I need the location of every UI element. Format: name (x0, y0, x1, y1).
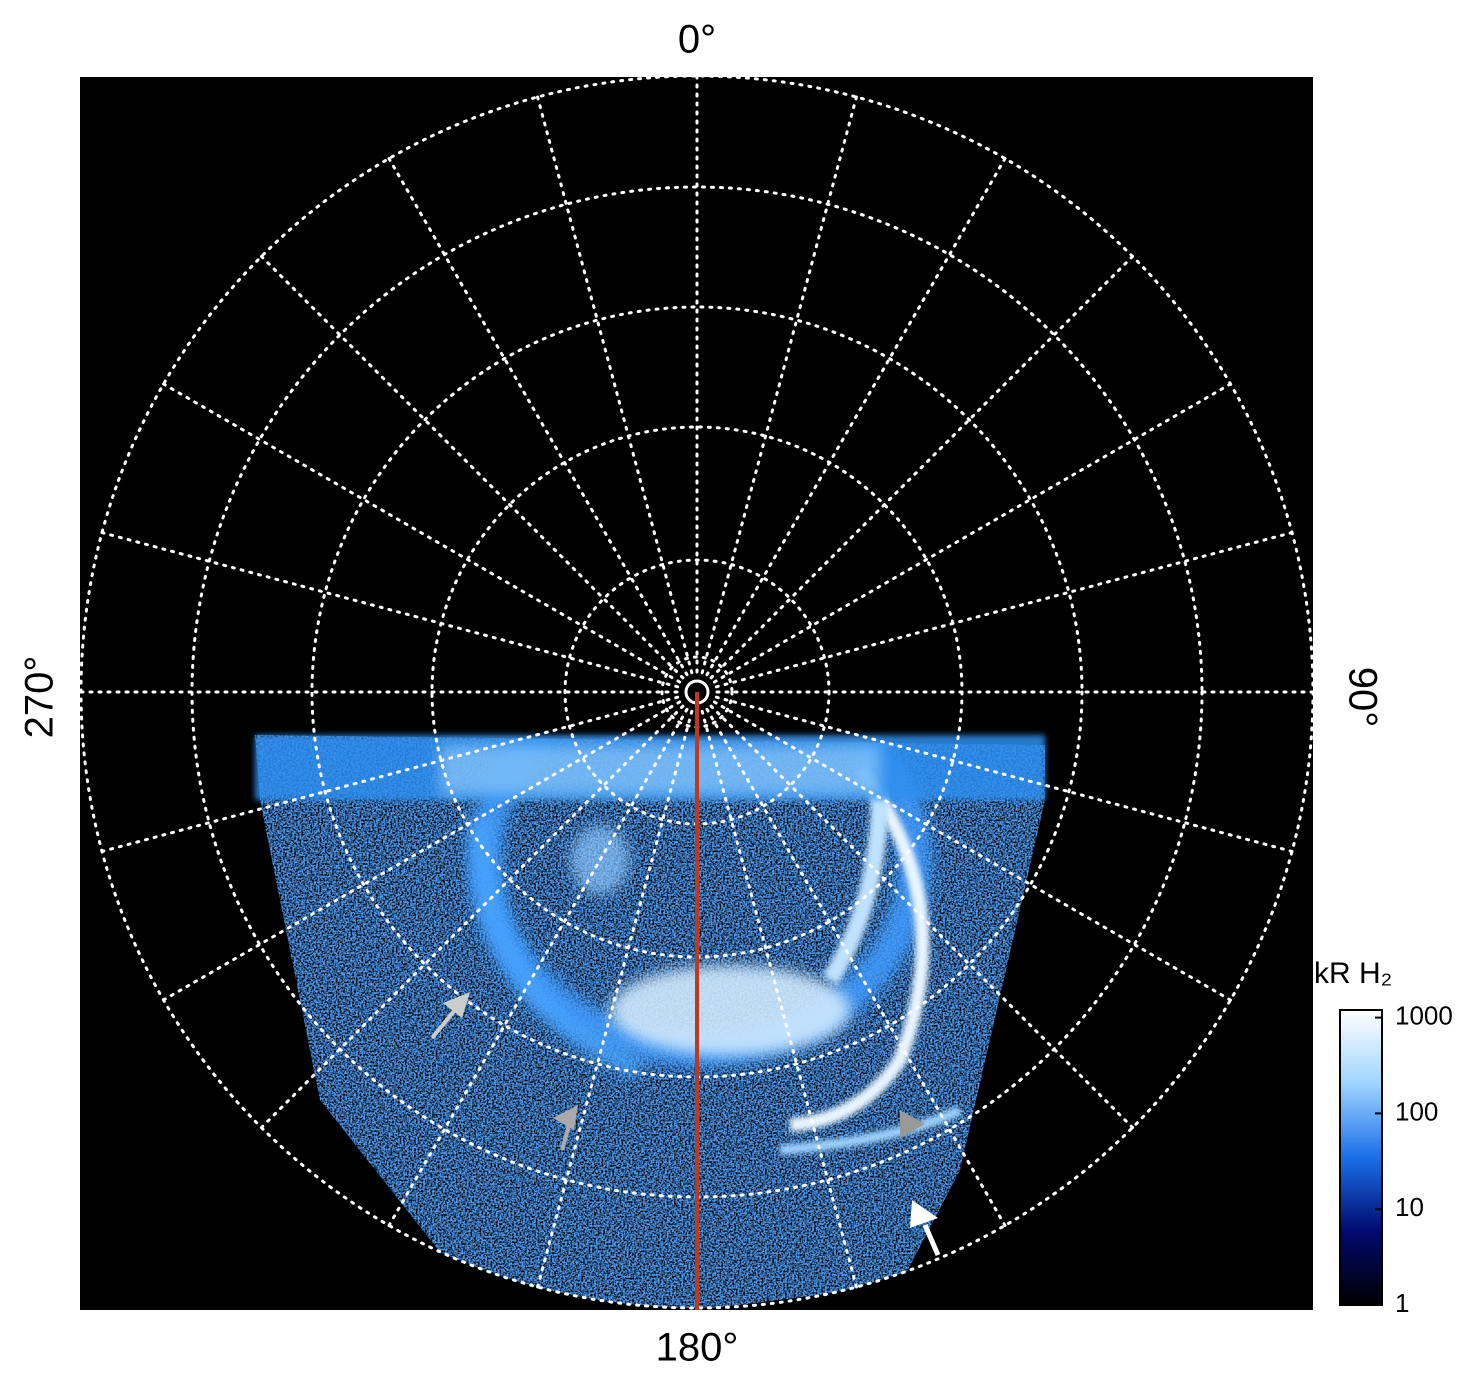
colorbar (1339, 1009, 1383, 1306)
grid-spoke (714, 531, 1294, 689)
grid-spoke (536, 95, 694, 675)
grid-spoke (705, 707, 1007, 1227)
angle-label: 270° (18, 656, 62, 739)
arc (779, 1105, 963, 1155)
arrows (430, 992, 941, 1256)
arrow-head (553, 1105, 578, 1130)
grid-spoke (700, 95, 858, 675)
grid-spoke (712, 382, 1232, 684)
angle-label: 90° (1340, 667, 1384, 728)
grid-spoke (100, 531, 680, 689)
grid-spoke (700, 709, 858, 1289)
arrow-head (910, 1200, 938, 1228)
grid-spoke (259, 254, 685, 680)
arc (822, 789, 889, 985)
grid-spoke (162, 700, 682, 1002)
grid-spoke (712, 700, 1232, 1002)
angle-label: 180° (656, 1326, 739, 1370)
grid-spoke (162, 382, 682, 684)
colorbar-tick-label: 100 (1395, 1096, 1438, 1126)
colorbar-tick-label: 10 (1395, 1192, 1424, 1222)
angle-label: 0° (678, 18, 716, 62)
arrow (922, 1224, 941, 1256)
arrow-head (900, 1110, 925, 1138)
colorbar-tick-label: 1000 (1395, 1000, 1453, 1030)
grid-spoke (709, 704, 1135, 1130)
colorbar-label: kR H₂ (1314, 957, 1392, 990)
grid-spoke (709, 254, 1135, 680)
grid-spoke (705, 157, 1007, 677)
grid-spoke (259, 704, 685, 1130)
grid-spoke (714, 695, 1294, 853)
upper-band-bright (440, 745, 880, 795)
arrow-head (443, 992, 470, 1018)
arrow (430, 1008, 457, 1040)
arrow (560, 1124, 571, 1151)
grid-spoke (100, 695, 680, 853)
grid-spoke (387, 707, 689, 1227)
arc (789, 765, 930, 1132)
colorbar-tick-label: 1 (1395, 1288, 1409, 1318)
grid-spoke (536, 709, 694, 1289)
grid-spoke (387, 157, 689, 677)
aurora-image (255, 735, 1045, 1308)
bright-spot (610, 965, 850, 1055)
